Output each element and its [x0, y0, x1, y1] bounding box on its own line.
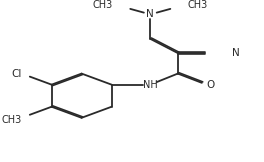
Text: O: O [206, 80, 215, 90]
Text: Cl: Cl [11, 69, 22, 79]
Text: N: N [147, 9, 154, 19]
Text: NH: NH [143, 80, 158, 90]
Text: CH3: CH3 [1, 115, 22, 125]
Text: CH3: CH3 [188, 0, 208, 10]
Text: N: N [232, 48, 239, 58]
Text: CH3: CH3 [93, 0, 113, 10]
